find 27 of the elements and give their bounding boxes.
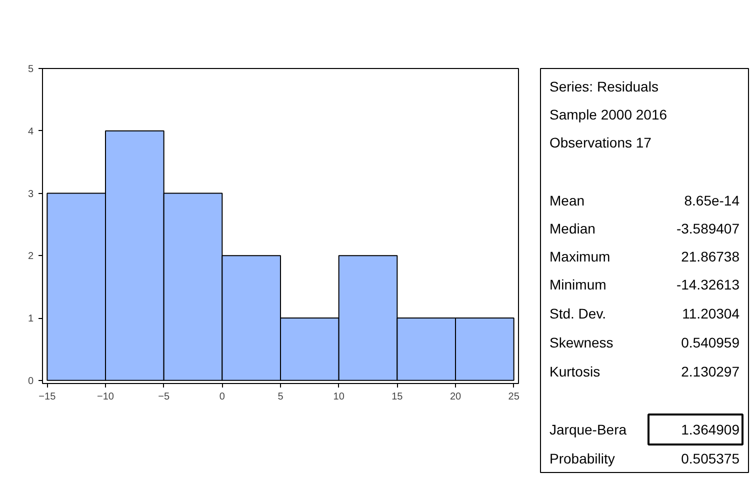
x-tick-label: 5 — [278, 392, 284, 402]
x-tick-label: 15 — [392, 392, 404, 402]
x-tick-label: 0 — [219, 392, 226, 402]
text: Observations 17 — [550, 134, 652, 150]
text: Kurtosis 2.130297 — [550, 364, 740, 380]
text: Median -3.589407 — [550, 220, 740, 236]
x-tick-label: 10 — [333, 392, 345, 402]
y-tick-label: 3 — [28, 188, 34, 200]
text: Series: Residuals — [550, 78, 658, 94]
y-tick-label: 1 — [28, 314, 34, 325]
text: Sample 2000 2016 — [550, 106, 668, 122]
x-tick-label: 20 — [450, 392, 462, 402]
y-tick-label: 0 — [28, 376, 34, 387]
y-tick-label: 4 — [28, 126, 34, 138]
x-tick-label: −5 — [158, 392, 170, 402]
text: Std. Dev. 11.20304 — [550, 306, 740, 322]
y-tick-label: 2 — [28, 251, 34, 262]
text: Minimum -14.32613 — [550, 276, 740, 292]
x-tick-label: 25 — [508, 392, 520, 402]
text: Maximum 21.86738 — [550, 248, 740, 264]
text: Skewness 0.540959 — [550, 334, 740, 350]
x-tick-label: −15 — [38, 392, 56, 402]
text: Probability 0.505375 — [550, 450, 740, 466]
y-tick-label: 5 — [28, 64, 34, 75]
x-tick-label: −10 — [97, 392, 114, 402]
text: Mean 8.65e-14 — [550, 192, 740, 208]
text: Jarque-Bera 1.364909 — [550, 422, 740, 438]
